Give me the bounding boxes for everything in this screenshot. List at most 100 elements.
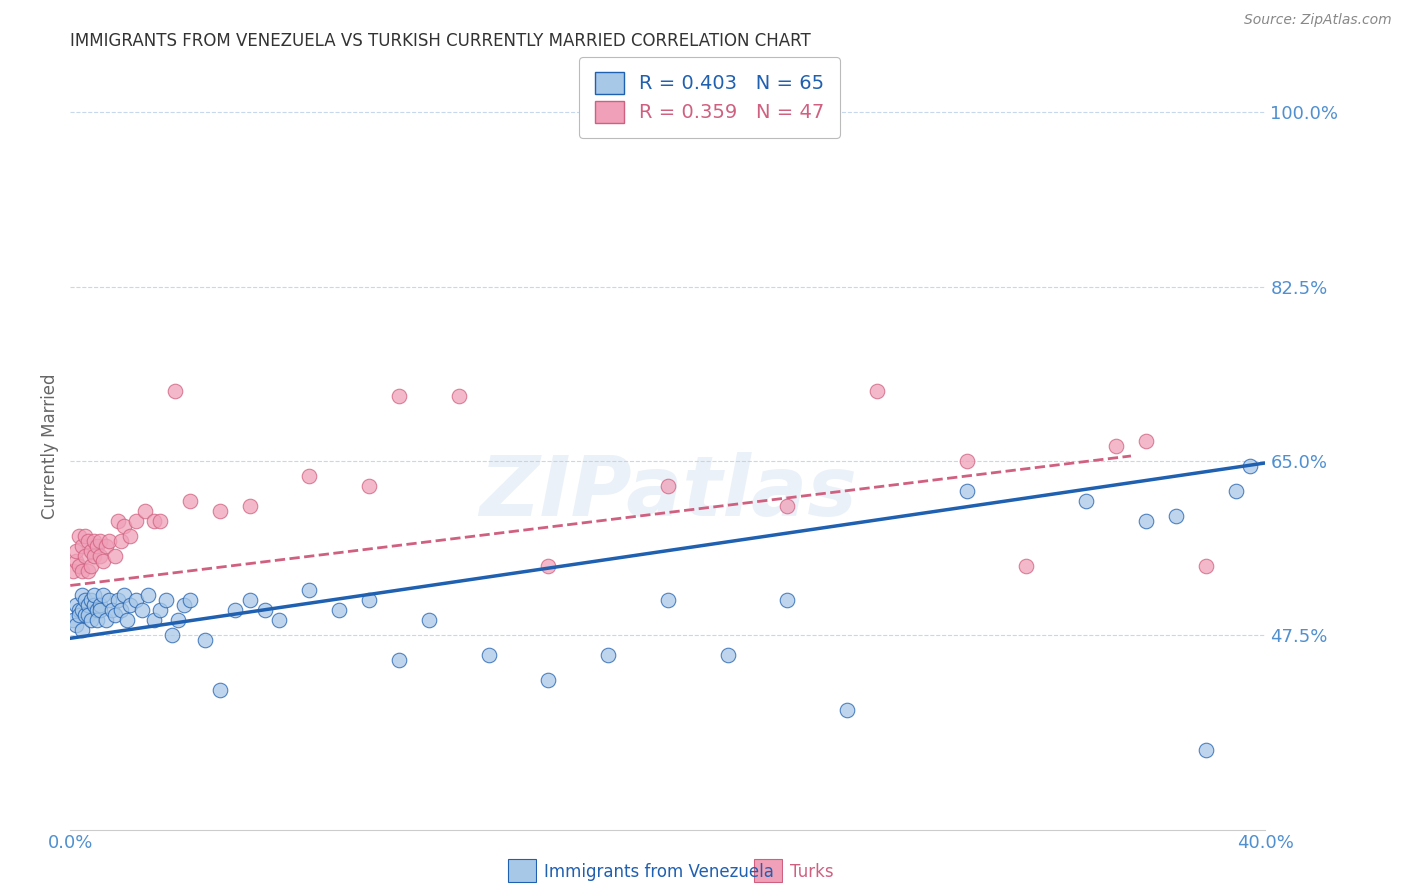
Point xyxy=(98,533,121,548)
Point xyxy=(67,603,90,617)
Text: IMMIGRANTS FROM VENEZUELA VS TURKISH CURRENTLY MARRIED CORRELATION CHART: IMMIGRANTS FROM VENEZUELA VS TURKISH CUR… xyxy=(70,32,811,50)
Point xyxy=(96,539,118,553)
Point xyxy=(298,583,321,598)
Point xyxy=(1015,558,1038,573)
Point xyxy=(269,613,291,627)
Text: Turks: Turks xyxy=(790,863,834,881)
Point xyxy=(70,624,93,638)
Point xyxy=(75,593,97,607)
Point xyxy=(298,469,321,483)
Point xyxy=(173,599,195,613)
Point xyxy=(110,533,132,548)
Point xyxy=(143,514,166,528)
Point xyxy=(1195,743,1218,757)
Point xyxy=(143,613,166,627)
Point xyxy=(112,589,135,603)
Point xyxy=(166,613,188,627)
Point xyxy=(359,479,381,493)
Point xyxy=(179,493,201,508)
Point xyxy=(328,603,350,617)
Point xyxy=(98,593,121,607)
Point xyxy=(194,633,217,648)
Point xyxy=(131,603,153,617)
Point xyxy=(86,539,108,553)
Point xyxy=(77,599,100,613)
Point xyxy=(115,613,138,627)
Point xyxy=(83,533,105,548)
Point xyxy=(1195,558,1218,573)
Point xyxy=(107,593,129,607)
Point xyxy=(65,543,87,558)
Point xyxy=(62,613,84,627)
Legend: R = 0.403   N = 65, R = 0.359   N = 47: R = 0.403 N = 65, R = 0.359 N = 47 xyxy=(579,57,841,138)
Point xyxy=(101,603,124,617)
Point xyxy=(134,504,156,518)
Point xyxy=(776,499,799,513)
Point xyxy=(89,603,111,617)
Point xyxy=(598,648,620,663)
Point xyxy=(75,608,97,623)
Text: Source: ZipAtlas.com: Source: ZipAtlas.com xyxy=(1244,13,1392,28)
Point xyxy=(104,608,127,623)
Point xyxy=(253,603,276,617)
Point xyxy=(1225,483,1247,498)
Point xyxy=(80,593,103,607)
Point xyxy=(866,384,889,399)
Point xyxy=(96,613,118,627)
Point xyxy=(1239,458,1261,473)
Point xyxy=(104,549,127,563)
Point xyxy=(179,593,201,607)
Y-axis label: Currently Married: Currently Married xyxy=(41,373,59,519)
Point xyxy=(80,543,103,558)
Point xyxy=(62,564,84,578)
Point xyxy=(149,514,172,528)
Point xyxy=(65,553,87,567)
Point xyxy=(70,603,93,617)
Point xyxy=(388,653,411,667)
Text: ZIPatlas: ZIPatlas xyxy=(479,451,856,533)
Point xyxy=(418,613,440,627)
Point xyxy=(1135,434,1157,448)
Point xyxy=(208,504,231,518)
Point xyxy=(717,648,740,663)
Point xyxy=(956,454,979,468)
Point xyxy=(89,599,111,613)
Point xyxy=(75,529,97,543)
Point xyxy=(89,549,111,563)
Point xyxy=(70,589,93,603)
Point xyxy=(80,613,103,627)
Point xyxy=(77,533,100,548)
Point xyxy=(136,589,159,603)
Point xyxy=(149,603,172,617)
Point xyxy=(125,593,148,607)
Point xyxy=(86,613,108,627)
Point xyxy=(160,628,183,642)
Point xyxy=(537,558,560,573)
Point xyxy=(67,558,90,573)
Point xyxy=(224,603,246,617)
Point xyxy=(537,673,560,687)
Point xyxy=(70,539,93,553)
Point xyxy=(67,529,90,543)
Point xyxy=(77,564,100,578)
Point xyxy=(239,499,262,513)
Point xyxy=(89,533,111,548)
Point xyxy=(70,564,93,578)
Point xyxy=(80,558,103,573)
Point xyxy=(125,514,148,528)
Point xyxy=(239,593,262,607)
Point xyxy=(359,593,381,607)
Point xyxy=(91,553,114,567)
Point xyxy=(1076,493,1098,508)
Point xyxy=(65,599,87,613)
Point xyxy=(67,608,90,623)
Point xyxy=(1135,514,1157,528)
Point xyxy=(65,618,87,632)
Point xyxy=(956,483,979,498)
Point xyxy=(110,603,132,617)
Point xyxy=(657,479,679,493)
Text: Immigrants from Venezuela: Immigrants from Venezuela xyxy=(544,863,773,881)
Point xyxy=(447,389,470,403)
Point xyxy=(120,529,141,543)
Point xyxy=(155,593,177,607)
